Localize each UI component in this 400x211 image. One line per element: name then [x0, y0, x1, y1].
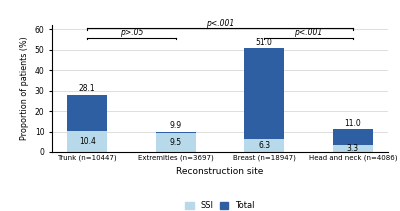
Legend: SSI, Total: SSI, Total	[182, 198, 258, 211]
Text: 10.4: 10.4	[79, 137, 96, 146]
Text: 51.0: 51.0	[256, 38, 273, 47]
X-axis label: Reconstruction site: Reconstruction site	[176, 167, 264, 176]
Bar	[244, 139, 284, 152]
Text: 9.9: 9.9	[170, 122, 182, 130]
Bar	[333, 130, 373, 145]
Text: p<.001: p<.001	[206, 19, 234, 28]
Bar	[156, 132, 196, 133]
Text: 11.0: 11.0	[344, 119, 361, 128]
Text: 3.3: 3.3	[347, 144, 359, 153]
Bar	[244, 48, 284, 139]
Text: p>.05: p>.05	[120, 28, 143, 37]
Y-axis label: Proportion of patients (%): Proportion of patients (%)	[20, 37, 29, 141]
Text: 9.5: 9.5	[170, 138, 182, 147]
Bar	[67, 131, 107, 152]
Bar	[333, 145, 373, 152]
Text: 6.3: 6.3	[258, 141, 270, 150]
Bar	[67, 95, 107, 131]
Text: 28.1: 28.1	[79, 84, 96, 93]
Bar	[156, 133, 196, 152]
Text: p<.001: p<.001	[294, 28, 323, 37]
